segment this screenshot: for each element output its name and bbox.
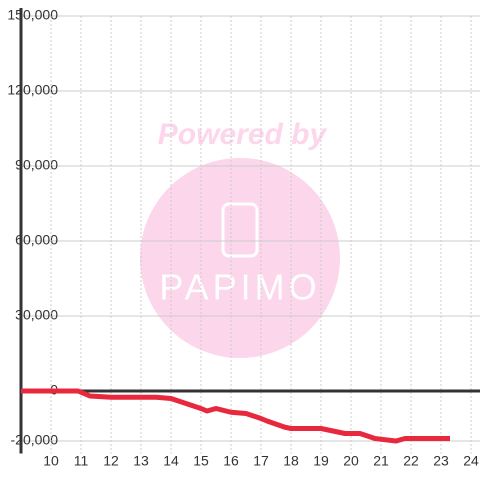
x-tick-label: 19	[313, 453, 329, 469]
x-tick-label: 22	[403, 453, 419, 469]
x-tick-label: 12	[103, 453, 119, 469]
y-tick-label: 30,000	[15, 307, 58, 323]
x-tick-label: 23	[433, 453, 449, 469]
watermark-phone	[221, 202, 259, 258]
x-tick-label: 24	[463, 453, 479, 469]
x-tick-label: 21	[373, 453, 389, 469]
x-tick-label: 16	[223, 453, 239, 469]
y-tick-label: 90,000	[15, 157, 58, 173]
watermark-text: Powered by	[158, 118, 328, 151]
x-tick-label: 13	[133, 453, 149, 469]
watermark-circle	[140, 158, 340, 358]
x-tick-label: 11	[74, 453, 89, 469]
x-tick-label: 15	[193, 453, 209, 469]
x-tick-label: 17	[253, 453, 269, 469]
y-tick-label: 60,000	[15, 232, 58, 248]
x-tick-label: 10	[43, 453, 59, 469]
line	[21, 388, 450, 444]
x-tick-label: 14	[163, 453, 179, 469]
x-tick-label: 20	[343, 453, 359, 469]
x-tick-label: 18	[283, 453, 299, 469]
watermark: Powered by PAPIMO	[140, 118, 340, 358]
watermark-logo: PAPIMO	[159, 267, 320, 308]
